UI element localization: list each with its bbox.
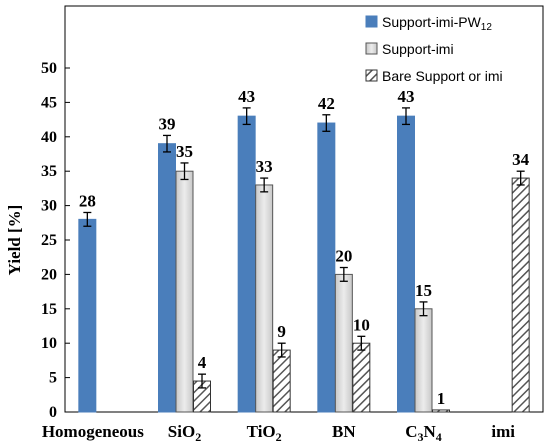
y-tick-label: 35 [41, 163, 57, 180]
bar-gray [334, 273, 353, 413]
legend-swatch-gray [365, 42, 378, 55]
data-label: 33 [256, 157, 273, 176]
legend-swatch-hatch [365, 69, 378, 82]
y-tick-label: 40 [41, 129, 57, 146]
bar-hatch [272, 349, 291, 413]
data-label: 20 [335, 247, 352, 266]
data-label: 34 [512, 150, 530, 169]
data-label: 4 [198, 353, 207, 372]
bar-solid [78, 218, 97, 413]
category-label: TiO2 [247, 422, 282, 444]
y-tick-label: 5 [49, 370, 57, 387]
data-label: 1 [437, 389, 446, 408]
bar-gray [414, 308, 433, 413]
bar-hatch [352, 342, 371, 413]
legend-swatch-solid [365, 15, 378, 28]
category-label: Homogeneous [42, 422, 144, 441]
y-tick-label: 10 [41, 335, 57, 352]
legend: Support-imi-PW12 Support-imi Bare Support … [365, 14, 503, 84]
y-tick-label: 0 [49, 404, 57, 421]
data-label: 15 [415, 281, 432, 300]
legend-label: Support-imi [382, 41, 454, 57]
y-tick-label: 25 [41, 232, 57, 249]
data-label: 28 [79, 191, 96, 210]
data-label: 9 [277, 322, 286, 341]
category-label: SiO2 [168, 422, 201, 444]
bar-gray [255, 184, 274, 413]
legend-label: Support-imi-PW12 [382, 14, 492, 33]
y-axis-label: Yield [%] [5, 205, 24, 276]
bar-solid [158, 143, 176, 413]
bar-gray [175, 170, 194, 413]
data-label: 35 [176, 142, 193, 161]
data-label: 39 [159, 114, 176, 133]
data-label: 42 [318, 94, 335, 113]
bar-solid [317, 122, 336, 413]
category-label: imi [491, 422, 515, 441]
y-tick-label: 45 [41, 94, 57, 111]
data-label: 10 [353, 315, 370, 334]
legend-label: Bare Support or imi [382, 68, 503, 84]
category-label: BN [332, 422, 356, 441]
bar-hatch [511, 177, 530, 413]
y-tick-label: 20 [41, 266, 57, 283]
data-label: 43 [398, 87, 415, 106]
data-label: 43 [238, 87, 255, 106]
bar-solid [397, 115, 415, 413]
category-label: C3N4 [405, 422, 442, 444]
bar-solid [237, 115, 256, 413]
bar-hatch [432, 409, 450, 413]
y-tick-label: 30 [41, 198, 57, 215]
y-tick-label: 15 [41, 301, 57, 318]
y-tick-label: 50 [41, 60, 57, 77]
plot-frame [64, 5, 544, 413]
